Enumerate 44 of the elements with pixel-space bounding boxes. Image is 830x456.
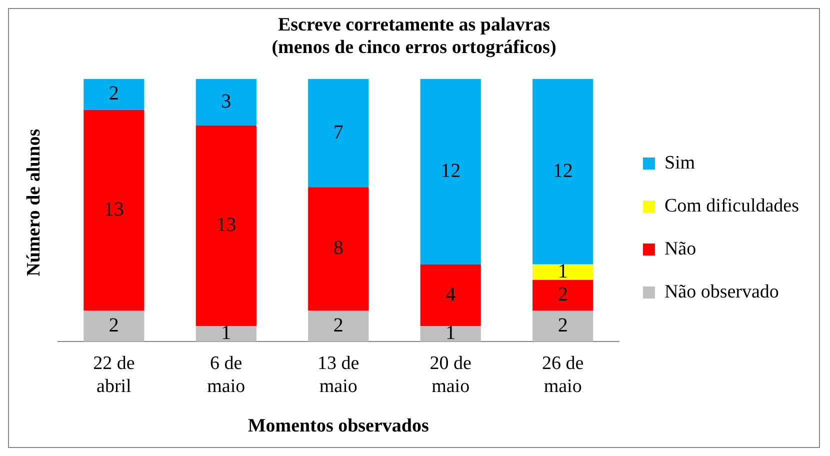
bar (84, 310, 144, 342)
x-tick-label: 22 de abril (93, 352, 135, 397)
bar (196, 326, 256, 342)
legend-label: Sim (664, 152, 696, 174)
bar (420, 326, 481, 342)
x-axis-title: Momentos observados (248, 416, 429, 437)
legend-label: Não (664, 238, 696, 260)
bar (420, 264, 481, 326)
data-label: 7 (333, 121, 344, 144)
bar (84, 79, 144, 110)
data-label: 2 (108, 82, 119, 105)
data-label: 2 (558, 284, 568, 306)
data-label: 8 (333, 237, 344, 260)
bar (196, 79, 256, 126)
x-tick-label: 6 de maio (207, 352, 246, 397)
bar (308, 187, 369, 311)
chart-title: Escreve corretamente as palavras (menos de cinco erros ortográficos) (272, 14, 556, 58)
data-label: 1 (221, 322, 232, 344)
data-label: 12 (552, 160, 573, 182)
data-label: 2 (108, 314, 119, 336)
bar (532, 264, 594, 280)
data-label: 4 (446, 284, 456, 306)
legend-label: Não observado (664, 281, 779, 302)
data-label: 2 (333, 314, 344, 336)
bar (84, 110, 144, 311)
bar (308, 310, 369, 342)
bar (308, 79, 369, 188)
data-label: 12 (440, 160, 461, 182)
data-label: 13 (104, 198, 124, 221)
bar (420, 79, 481, 264)
data-label: 3 (221, 90, 232, 112)
legend-label: Com dificuldades (664, 195, 800, 216)
data-label: 13 (216, 214, 236, 236)
bar (532, 280, 594, 311)
bar (196, 125, 256, 326)
x-tick-label: 26 de maio (542, 352, 584, 397)
x-tick-label: 13 de maio (318, 352, 360, 397)
bar (532, 79, 594, 264)
y-axis-title: Número de alunos (23, 128, 44, 276)
data-label: 1 (446, 322, 456, 344)
data-label: 1 (558, 260, 568, 282)
data-label: 2 (558, 314, 568, 336)
bar (532, 310, 594, 342)
x-tick-label: 20 de maio (430, 352, 472, 397)
